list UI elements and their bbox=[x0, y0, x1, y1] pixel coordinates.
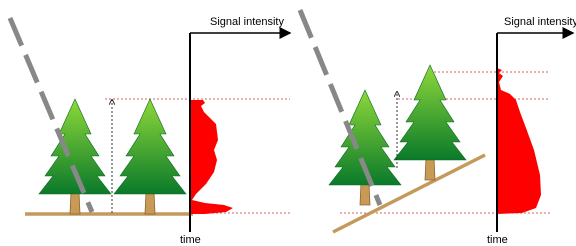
left-panel: Signal intensity time bbox=[10, 16, 290, 246]
right-panel: Signal intensity time bbox=[300, 10, 576, 246]
y-label: Signal intensity bbox=[504, 16, 576, 28]
x-label: time bbox=[487, 234, 508, 246]
waveform bbox=[497, 68, 541, 214]
diagram: Signal intensity time Signal intensity t… bbox=[0, 0, 576, 246]
tree bbox=[114, 99, 186, 214]
y-label: Signal intensity bbox=[210, 16, 284, 28]
tree bbox=[394, 65, 466, 180]
waveform bbox=[190, 100, 233, 214]
x-label: time bbox=[180, 234, 201, 246]
